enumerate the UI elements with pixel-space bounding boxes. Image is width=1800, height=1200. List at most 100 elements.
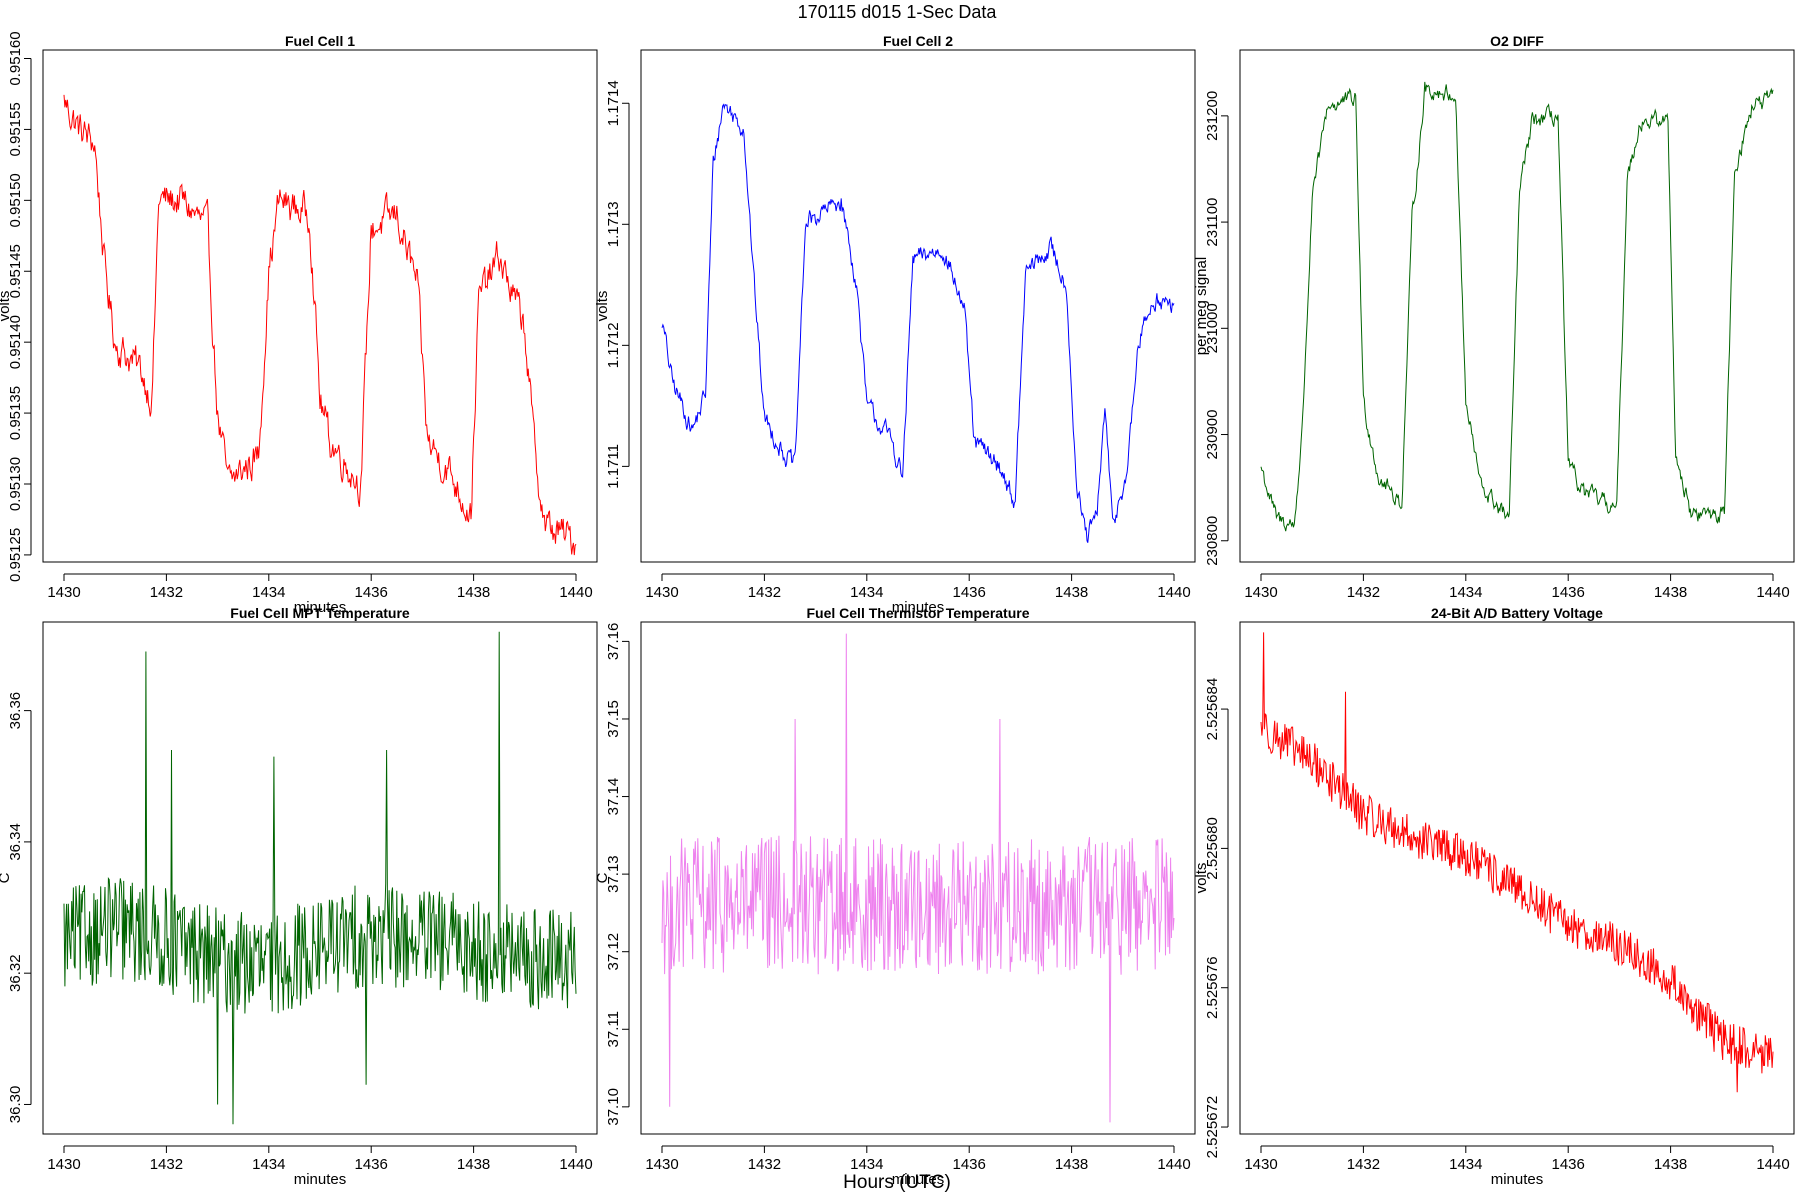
x-tick-label: 1434 [850, 584, 883, 601]
x-tick-label: 1436 [355, 584, 388, 601]
y-tick-label: 0.95155 [7, 102, 24, 156]
y-axis-label: C [594, 872, 611, 883]
figure-title: 170115 d015 1-Sec Data [798, 2, 998, 22]
x-tick-label: 1438 [1055, 584, 1088, 601]
y-tick-label: 0.95145 [7, 244, 24, 298]
series-line [1260, 81, 1774, 532]
y-tick-label: 0.95125 [7, 528, 24, 582]
y-tick-label: 36.34 [7, 823, 24, 861]
y-tick-label: 231200 [1204, 91, 1221, 141]
x-tick-label: 1436 [953, 1156, 986, 1173]
x-tick-label: 1438 [1654, 1156, 1687, 1173]
y-tick-label: 231000 [1204, 303, 1221, 353]
x-tick-label: 1440 [1157, 584, 1190, 601]
x-tick-label: 1436 [953, 584, 986, 601]
y-tick-label: 231100 [1204, 198, 1221, 247]
y-tick-label: 36.30 [7, 1086, 24, 1124]
y-tick-label: 2.525684 [1204, 678, 1221, 741]
chart-panel-3: O2 DIFF 1430 1432 1434 1436 1438 1440 230800 230… [1193, 33, 1795, 601]
x-tick-label: 1436 [1552, 1156, 1585, 1173]
figure-xlabel: Hours (UTC) [843, 1172, 951, 1193]
y-tick-label: 0.95160 [7, 31, 24, 85]
chart-panel-1: Fuel Cell 1 1430 1432 1434 1436 1438 1440 minut… [0, 31, 598, 616]
y-axis-label: per meg signal [1193, 257, 1210, 355]
y-tick-label: 2.525676 [1204, 956, 1221, 1019]
x-tick-label: 1434 [252, 1156, 285, 1173]
y-tick-label: 0.95140 [7, 315, 24, 369]
y-tick-label: 0.95135 [7, 386, 24, 440]
y-tick-label: 2.525680 [1204, 817, 1221, 880]
x-tick-label: 1430 [47, 1156, 80, 1173]
panel-title: O2 DIFF [1490, 33, 1544, 49]
series-line [63, 631, 577, 1125]
x-tick-label: 1440 [1157, 1156, 1190, 1173]
series-line [661, 103, 1175, 543]
x-tick-label: 1434 [1449, 584, 1482, 601]
y-tick-label: 230900 [1204, 409, 1221, 459]
y-tick-label: 0.95150 [7, 173, 24, 227]
panel-title: Fuel Cell Thermistor Temperature [806, 605, 1029, 621]
panel-title: 24-Bit A/D Battery Voltage [1431, 605, 1603, 621]
x-tick-label: 1432 [748, 584, 781, 601]
x-tick-label: 1432 [748, 1156, 781, 1173]
x-tick-label: 1440 [559, 584, 592, 601]
y-tick-label: 1.1712 [605, 322, 622, 368]
y-axis-label: volts [1193, 863, 1210, 894]
x-tick-label: 1434 [1449, 1156, 1482, 1173]
x-tick-label: 1430 [645, 584, 678, 601]
y-tick-label: 37.12 [605, 933, 622, 971]
x-tick-label: 1440 [559, 1156, 592, 1173]
y-tick-label: 37.13 [605, 855, 622, 893]
x-tick-label: 1432 [150, 584, 183, 601]
y-tick-label: 1.1711 [605, 444, 622, 489]
panel-title: Fuel Cell 2 [883, 33, 953, 49]
panels-group: Fuel Cell 1 1430 1432 1434 1436 1438 1440 minut… [0, 31, 1795, 1188]
y-tick-label: 1.1714 [605, 80, 622, 126]
x-tick-label: 1430 [1244, 584, 1277, 601]
x-tick-label: 1434 [850, 1156, 883, 1173]
chart-panel-5: Fuel Cell Thermistor Temperature 1430 1432… [594, 605, 1196, 1188]
x-tick-label: 1438 [457, 584, 490, 601]
y-tick-label: 36.36 [7, 692, 24, 730]
x-tick-label: 1430 [47, 584, 80, 601]
x-tick-label: 1440 [1756, 584, 1789, 601]
x-tick-label: 1432 [150, 1156, 183, 1173]
y-tick-label: 37.14 [605, 778, 622, 816]
x-tick-label: 1432 [1347, 584, 1380, 601]
x-tick-label: 1438 [457, 1156, 490, 1173]
y-tick-label: 37.11 [605, 1011, 622, 1047]
y-tick-label: 37.10 [605, 1088, 622, 1126]
chart-panel-4: Fuel Cell MPT Temperature 1430 1432 1434 143… [0, 605, 598, 1188]
y-tick-label: 230800 [1204, 516, 1221, 566]
plot-frame [1239, 621, 1795, 1135]
y-axis-label: volts [594, 291, 611, 322]
panel-title: Fuel Cell MPT Temperature [230, 605, 410, 621]
y-tick-label: 36.32 [7, 954, 24, 992]
x-axis-label: minutes [892, 1171, 945, 1188]
x-tick-label: 1430 [645, 1156, 678, 1173]
x-tick-label: 1434 [252, 584, 285, 601]
x-tick-label: 1440 [1756, 1156, 1789, 1173]
y-axis-label: C [0, 872, 13, 883]
plot-frame [1239, 49, 1795, 563]
chart-panel-6: 24-Bit A/D Battery Voltage 1430 1432 1434 14… [1193, 605, 1795, 1188]
series-line [661, 633, 1175, 1123]
series-line [1260, 632, 1774, 1093]
x-tick-label: 1438 [1055, 1156, 1088, 1173]
plot-frame [42, 621, 598, 1135]
x-axis-label: minutes [1491, 1171, 1544, 1188]
y-axis-label: volts [0, 291, 13, 322]
x-tick-label: 1436 [1552, 584, 1585, 601]
x-tick-label: 1432 [1347, 1156, 1380, 1173]
plot-frame [640, 621, 1196, 1135]
chart-panel-2: Fuel Cell 2 1430 1432 1434 1436 1438 1440 minut… [594, 33, 1196, 616]
y-tick-label: 37.15 [605, 700, 622, 738]
y-tick-label: 0.95130 [7, 457, 24, 511]
y-tick-label: 1.1713 [605, 201, 622, 247]
x-tick-label: 1438 [1654, 584, 1687, 601]
x-axis-label: minutes [294, 1171, 347, 1188]
plot-frame [640, 49, 1196, 563]
y-tick-label: 37.16 [605, 623, 622, 661]
panel-title: Fuel Cell 1 [285, 33, 355, 49]
